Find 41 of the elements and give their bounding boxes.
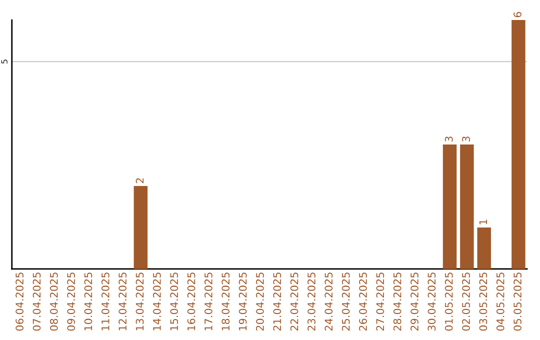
x-tick-label: 15.04.2025 [170,272,178,330]
bar [134,186,148,269]
data-label: 6 [514,12,522,18]
x-tick-label: 08.04.2025 [50,272,58,331]
x-tick-label: 28.04.2025 [393,272,402,331]
x-tick-label: 05.05.2025 [514,272,522,331]
x-tick-label: 29.04.2025 [410,272,418,331]
x-tick-label: 18.04.2025 [222,272,230,330]
x-tick-label: 10.04.2025 [84,272,92,330]
x-tick-label: 26.04.2025 [359,272,367,331]
x-tick-label: 21.04.2025 [273,272,282,331]
x-tick-label: 30.04.2025 [428,272,436,331]
x-tick-label: 13.04.2025 [136,272,144,330]
bar [460,144,474,269]
data-label: 3 [444,136,453,142]
bar [512,20,526,269]
x-tick-label: 03.05.2025 [479,272,488,331]
x-tick-label: 01.05.2025 [444,272,453,331]
data-label: 1 [479,220,487,224]
x-tick-label: 04.05.2025 [496,272,504,331]
x-tick-label: 24.04.2025 [324,272,333,331]
data-label: 2 [136,178,144,184]
x-tick-label: 20.04.2025 [256,272,264,331]
x-tick-label: 27.04.2025 [376,272,384,331]
x-tick-label: 11.04.2025 [101,272,110,330]
x-tick-label: 12.04.2025 [118,272,127,330]
x-tick-label: 09.04.2025 [67,272,76,331]
x-tick-label: 02.05.2025 [462,272,470,331]
data-label: 3 [462,136,470,142]
bar [477,227,491,269]
bar [442,144,457,269]
y-tick-label: 5 [1,60,8,64]
x-tick-label: 25.04.2025 [342,272,350,331]
x-tick-label: 06.04.2025 [16,272,24,331]
x-tick-label: 07.04.2025 [32,272,41,331]
x-tick-label: 17.04.2025 [204,272,212,330]
x-tick-label: 19.04.2025 [238,272,247,330]
x-tick-label: 16.04.2025 [187,272,196,330]
x-tick-label: 14.04.2025 [152,272,161,330]
x-tick-label: 22.04.2025 [290,272,298,331]
x-tick-label: 23.04.2025 [308,272,316,331]
